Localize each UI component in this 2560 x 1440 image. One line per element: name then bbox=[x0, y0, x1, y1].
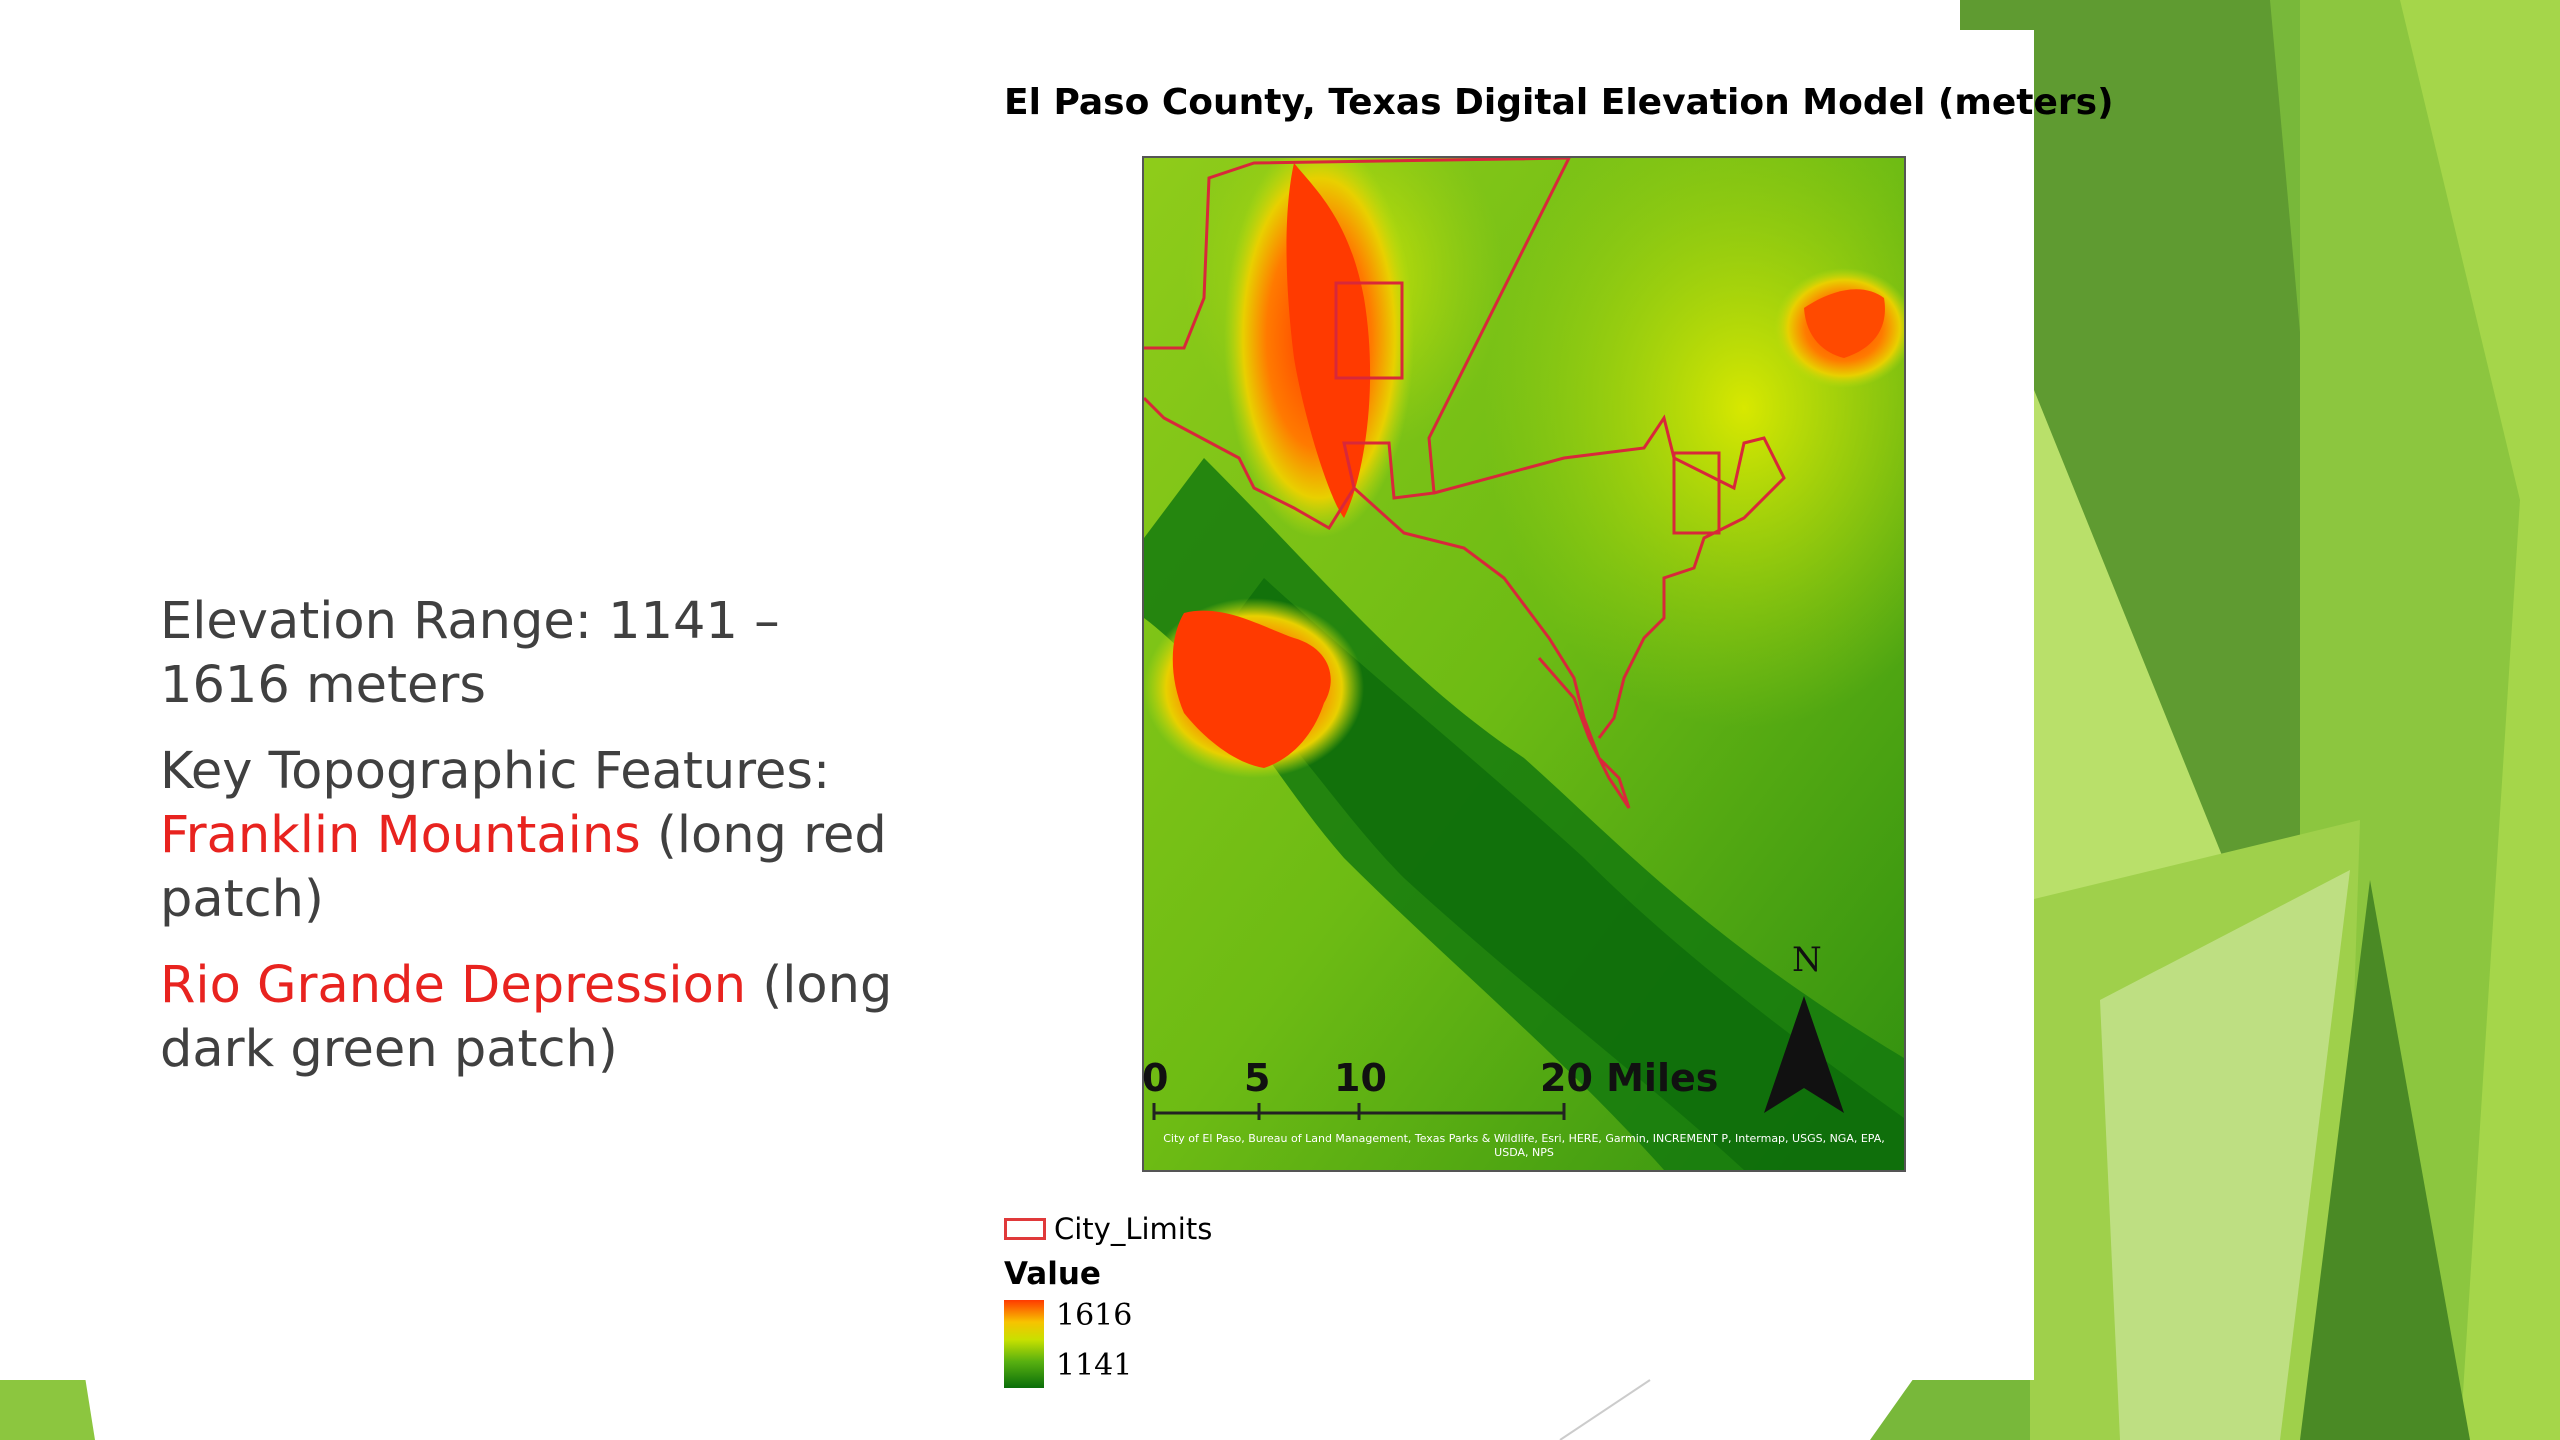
bullet-list: Elevation Range: 1141 – 1616 meters Key … bbox=[160, 590, 900, 1104]
scale-bar bbox=[1152, 1103, 1566, 1120]
bullet-rio-grande: Rio Grande Depression (long dark green p… bbox=[160, 956, 893, 1079]
bullet-elevation-range: Elevation Range: 1141 – 1616 meters bbox=[160, 592, 780, 715]
elevation-color-ramp bbox=[1004, 1300, 1044, 1388]
scale-label-0: 0 bbox=[1142, 1056, 1169, 1100]
elevation-map-image bbox=[1144, 158, 1904, 1170]
scale-label-10: 10 bbox=[1334, 1056, 1387, 1100]
map-attribution: City of El Paso, Bureau of Land Manageme… bbox=[1163, 1132, 1885, 1159]
north-arrow-icon bbox=[1764, 996, 1844, 1113]
rio-grande-text: Rio Grande Depression bbox=[160, 956, 747, 1015]
map-title: El Paso County, Texas Digital Elevation … bbox=[1004, 82, 2114, 123]
city-limits-swatch bbox=[1004, 1218, 1046, 1240]
legend-high-value: 1616 bbox=[1056, 1298, 1133, 1333]
north-label: N bbox=[1792, 940, 1822, 980]
franklin-mountains-text: Franklin Mountains bbox=[160, 806, 641, 865]
legend-city-limits-label: City_Limits bbox=[1054, 1212, 1213, 1246]
legend-low-value: 1141 bbox=[1056, 1348, 1133, 1383]
scale-label-5: 5 bbox=[1244, 1056, 1271, 1100]
legend-value-heading: Value bbox=[1004, 1256, 1101, 1292]
elevation-map bbox=[1142, 156, 1906, 1172]
bullet-key-features: Key Topographic Features: Franklin Mount… bbox=[160, 742, 887, 929]
scale-label-20-miles: 20 Miles bbox=[1540, 1056, 1719, 1100]
